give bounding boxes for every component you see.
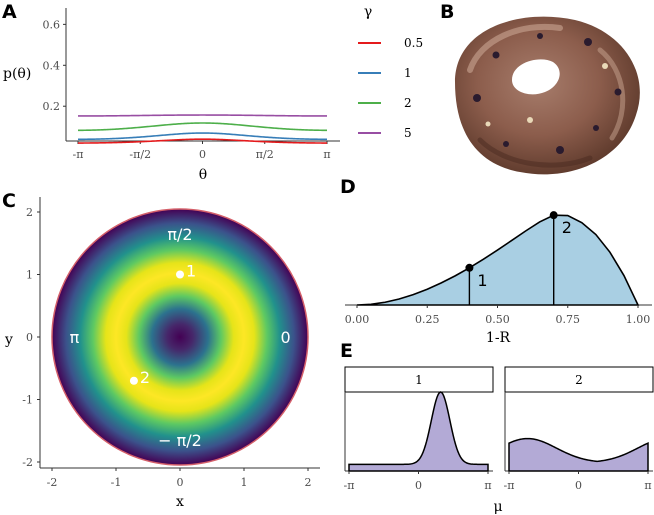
mean-point-2 xyxy=(129,376,138,385)
y-axis-title-a: p(θ) xyxy=(3,66,31,82)
y-tick-label-c: 0 xyxy=(26,331,33,344)
angle-label: − π/2 xyxy=(158,431,202,450)
x-tick-label-a: π/2 xyxy=(256,148,274,161)
x-tick-label-e: 0 xyxy=(575,479,582,492)
facet-strip-1 xyxy=(344,366,494,393)
panel-a-plot: 0.2 0.4 0.6 -π -π/2 0 π/2 π θ p(θ) γ 0.5 1 2 5 xyxy=(3,4,423,183)
x-tick-label-d: 0.75 xyxy=(556,313,581,326)
density-disk xyxy=(51,208,309,466)
x-tick-label-c: -2 xyxy=(47,476,58,489)
x-tick-label-a: π xyxy=(323,148,330,161)
x-tick-label-c: 0 xyxy=(177,476,184,489)
mean-points: 12 xyxy=(129,262,196,387)
x-tick-label-c: -1 xyxy=(111,476,122,489)
x-tick-label-a: -π xyxy=(73,148,84,161)
y-ticks-a: 0.2 0.4 0.6 xyxy=(43,18,66,113)
angle-label: 0 xyxy=(281,328,291,347)
x-tick-label-e: π xyxy=(644,479,651,492)
point-label: 2 xyxy=(140,368,150,387)
y-ticks-c: -2 -1 0 1 2 xyxy=(22,206,40,469)
facet-strip-2 xyxy=(504,366,654,393)
x-ticks-a: -π -π/2 0 π/2 π xyxy=(73,141,331,161)
panel-d-plot: 12 0.00 0.25 0.50 0.75 1.00 1-R xyxy=(345,211,652,346)
series-line-1 xyxy=(78,132,327,141)
marker-label: 2 xyxy=(562,218,572,237)
mean-point-1 xyxy=(176,270,184,279)
x-tick-label-e: -π xyxy=(344,479,355,492)
density-area xyxy=(356,214,640,306)
x-tick-label-a: -π/2 xyxy=(129,148,151,161)
x-tick-label-a: 0 xyxy=(199,148,206,161)
x-axis-title-d: 1-R xyxy=(486,330,511,346)
x-tick-label-e: 0 xyxy=(415,479,422,492)
y-tick-label-a: 0.6 xyxy=(43,18,61,31)
panel-label-c: C xyxy=(2,190,16,212)
facets-e: 1 -π 0 π 2 -π 0 π xyxy=(344,366,654,492)
marker-point-2 xyxy=(549,211,558,220)
panel-label-b: B xyxy=(440,1,454,23)
angle-labels: π/2 π 0 − π/2 xyxy=(70,225,291,450)
panel-label-d: D xyxy=(340,176,356,198)
marker-label: 1 xyxy=(477,271,487,290)
facet-strip-label: 1 xyxy=(415,373,423,387)
bagel-body xyxy=(455,16,640,175)
series-lines-a xyxy=(77,114,328,144)
legend-label: 2 xyxy=(404,96,412,110)
panel-label-e: E xyxy=(340,340,353,362)
series-line-0.5 xyxy=(77,138,328,144)
y-tick-label-c: -2 xyxy=(22,456,33,469)
legend-label: 5 xyxy=(404,126,412,140)
y-axis-title-c: y xyxy=(4,332,13,348)
legend-a: 0.5 1 2 5 xyxy=(358,36,423,140)
density-area-1 xyxy=(348,391,489,472)
legend-title-a: γ xyxy=(364,4,372,20)
x-tick-label-d: 0.50 xyxy=(485,313,510,326)
angle-label: π xyxy=(70,328,80,347)
x-ticks-d: 0.00 0.25 0.50 0.75 1.00 xyxy=(345,305,651,326)
x-axis-title-c: x xyxy=(176,494,184,510)
y-tick-label-c: 2 xyxy=(26,206,33,219)
y-tick-label-c: -1 xyxy=(22,394,33,407)
series-line-2 xyxy=(77,122,328,132)
y-tick-label-a: 0.2 xyxy=(43,100,61,113)
x-axis-title-a: θ xyxy=(199,167,207,183)
x-axis-title-e: μ xyxy=(493,499,502,515)
point-label: 1 xyxy=(186,262,196,281)
legend-label: 0.5 xyxy=(404,36,423,50)
density-area-2 xyxy=(508,437,649,472)
x-ticks-c: -2 -1 0 1 2 xyxy=(47,468,312,489)
x-tick-label-d: 0.00 xyxy=(345,313,370,326)
panel-label-a: A xyxy=(2,1,17,23)
y-tick-label-c: 1 xyxy=(26,269,33,282)
y-tick-label-a: 0.4 xyxy=(43,59,61,72)
x-tick-label-c: 1 xyxy=(241,476,248,489)
markers-d: 12 xyxy=(465,211,572,305)
angle-label: π/2 xyxy=(167,225,192,244)
facet-strip-label: 2 xyxy=(575,373,583,387)
legend-label: 1 xyxy=(404,66,412,80)
panel-e-plot: 1 -π 0 π 2 -π 0 π μ xyxy=(344,366,654,515)
x-tick-label-d: 0.25 xyxy=(415,313,440,326)
x-tick-label-e: π xyxy=(484,479,491,492)
x-tick-label-e: -π xyxy=(504,479,515,492)
x-tick-label-c: 2 xyxy=(305,476,312,489)
bagel-photo xyxy=(455,16,640,175)
x-tick-label-d: 1.00 xyxy=(626,313,651,326)
marker-point-1 xyxy=(465,263,474,272)
series-line-5 xyxy=(78,114,327,117)
